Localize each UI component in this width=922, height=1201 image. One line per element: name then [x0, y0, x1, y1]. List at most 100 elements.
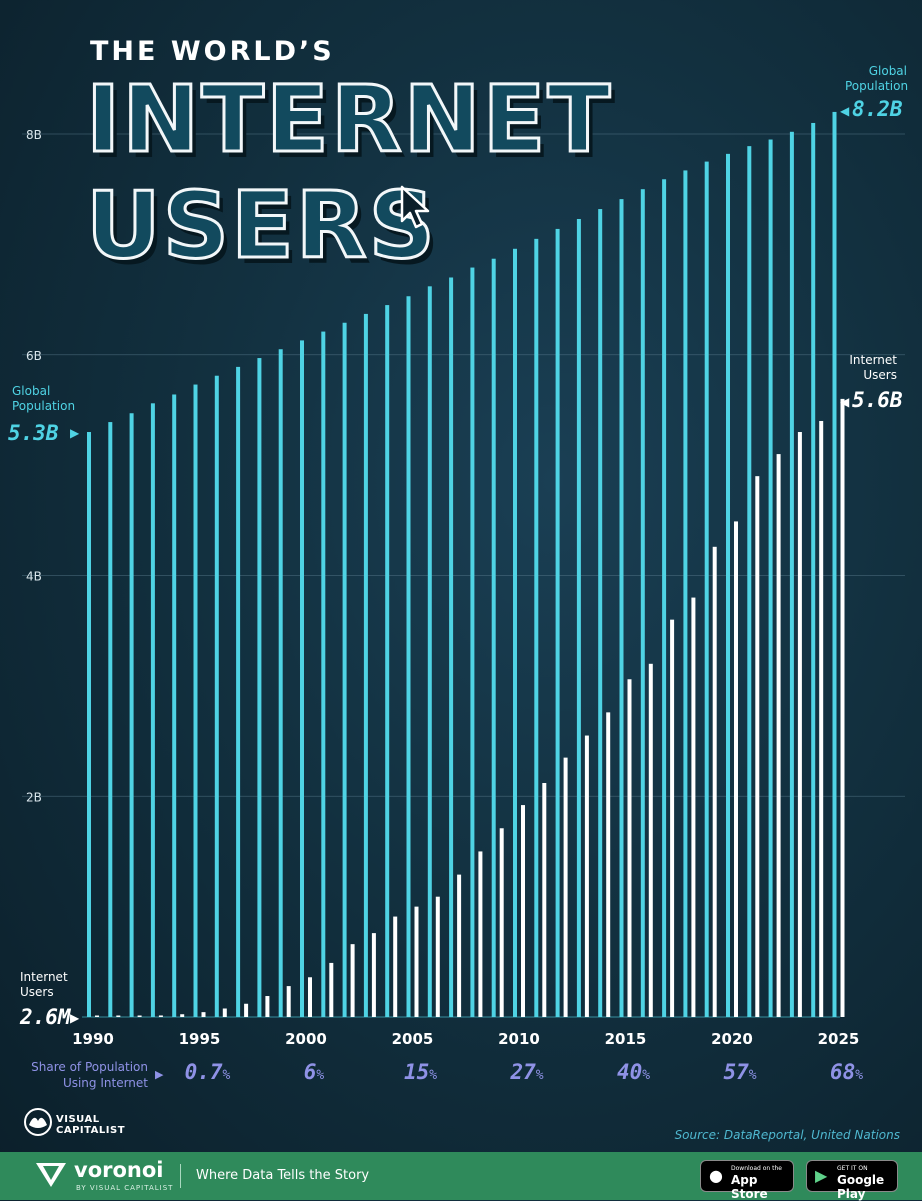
tagline: Where Data Tells the Story [196, 1168, 370, 1183]
publisher-name: VISUAL CAPITALIST [56, 1114, 125, 1136]
users-bar [776, 454, 781, 1017]
users-bar [499, 828, 504, 1017]
x-tick-label: 1995 [179, 1030, 221, 1048]
app-store-small-text: Download on the [731, 1165, 782, 1172]
population-bar [150, 403, 155, 1017]
users-bar [478, 851, 483, 1017]
population-bar [534, 238, 539, 1017]
population-bar [491, 258, 496, 1017]
share-number: 40 [616, 1060, 643, 1084]
source-note: Source: DataReportal, United Nations [674, 1128, 900, 1142]
users-bar [521, 805, 525, 1017]
population-bar [172, 394, 177, 1017]
users-bar [308, 977, 312, 1017]
users-bar [158, 1015, 163, 1017]
population-bar [747, 146, 752, 1018]
population-bars [87, 111, 837, 1018]
population-bar [385, 305, 390, 1017]
population-bar [619, 199, 624, 1018]
share-value: 0.7% [185, 1060, 231, 1084]
users-bar [563, 757, 568, 1017]
share-value: 68% [830, 1060, 863, 1084]
google-play-button[interactable]: ▶ GET IT ON Google Play [806, 1160, 898, 1201]
app-store-label: App Store [731, 1173, 768, 1201]
population-bar [704, 161, 709, 1017]
population-bar [87, 432, 91, 1017]
users-bar [95, 1015, 99, 1017]
users-bar [734, 521, 738, 1017]
users-bar [244, 1003, 249, 1017]
population-bar [449, 277, 454, 1017]
visual-capitalist-logo-icon [24, 1108, 52, 1136]
google-play-label: Google Play [837, 1173, 885, 1201]
population-bar [683, 170, 688, 1017]
users-bar [371, 933, 376, 1017]
share-number: 68 [829, 1060, 856, 1084]
footer-divider [180, 1164, 181, 1188]
pop-end-label: Global Population [845, 64, 909, 93]
y-tick-label: 6B [26, 349, 42, 363]
y-tick-label: 2B [26, 790, 42, 804]
users-bars [95, 398, 845, 1018]
users-bar [393, 916, 398, 1017]
population-bar [214, 375, 219, 1017]
title-line1: INTERNET [84, 66, 613, 173]
app-store-button[interactable]: ● Download on the App Store [700, 1160, 794, 1201]
share-value: 27% [510, 1060, 543, 1084]
users-bar [137, 1015, 142, 1017]
share-percent-sign: % [316, 1068, 325, 1083]
population-bar [236, 366, 241, 1017]
population-bar [662, 179, 667, 1017]
users-end-label: Internet Users [849, 353, 897, 382]
play-icon: ▶ [815, 1166, 828, 1185]
share-percent-sign: % [222, 1068, 231, 1083]
users-bar [797, 432, 802, 1017]
users-bar [201, 1012, 206, 1017]
population-bar [576, 218, 581, 1017]
platform-name: voronoi [74, 1158, 164, 1182]
users-bar [414, 906, 419, 1017]
users-start-arrow-icon: ▶ [70, 1011, 80, 1025]
users-bar [670, 619, 675, 1017]
mouse-pointer-icon [400, 185, 430, 229]
users-bar [350, 944, 355, 1017]
users-bar [691, 597, 696, 1017]
publisher-line1: VISUAL [56, 1114, 100, 1125]
platform-sub: BY VISUAL CAPITALIST [76, 1184, 174, 1192]
title-small: THE WORLD’S [90, 36, 335, 67]
users-bar [329, 962, 334, 1017]
population-bar [321, 331, 326, 1017]
users-bar [286, 986, 291, 1017]
x-tick-label: 2020 [711, 1030, 753, 1048]
share-percent-sign: % [642, 1068, 651, 1083]
share-number: 57 [723, 1060, 749, 1084]
population-bar [108, 422, 113, 1017]
share-arrow-icon: ▶ [155, 1068, 164, 1081]
population-bar [832, 111, 837, 1018]
share-label: Share of Population Using Internet [31, 1060, 148, 1090]
footer-bar: voronoi BY VISUAL CAPITALIST Where Data … [0, 1152, 922, 1201]
users-bar [712, 546, 717, 1017]
population-bar [342, 322, 347, 1018]
pop-start-arrow-icon: ▶ [70, 426, 80, 440]
x-tick-label: 2015 [605, 1030, 647, 1048]
share-number: 15 [403, 1060, 430, 1084]
x-tick-label: 2025 [818, 1030, 860, 1048]
x-tick-label: 2010 [498, 1030, 540, 1048]
users-bar [648, 663, 653, 1017]
population-bar [640, 189, 645, 1017]
population-bar [129, 413, 134, 1017]
pop-end-value: 8.2B [852, 97, 903, 121]
population-bar [427, 286, 432, 1017]
users-end-value: 5.6B [852, 388, 903, 412]
share-percent-sign: % [748, 1068, 757, 1083]
users-bar [116, 1015, 121, 1017]
pop-start-label: Global Population [12, 384, 76, 413]
users-bar [435, 896, 440, 1017]
axis-ticks: 2B 4B 6B 8B 1990 1995 2000 2005 2010 2015 2020 2025 [26, 128, 859, 1048]
population-bar [768, 139, 773, 1018]
voronoi-logo-icon [36, 1163, 66, 1187]
users-bar [606, 712, 611, 1017]
users-bar [755, 476, 760, 1018]
